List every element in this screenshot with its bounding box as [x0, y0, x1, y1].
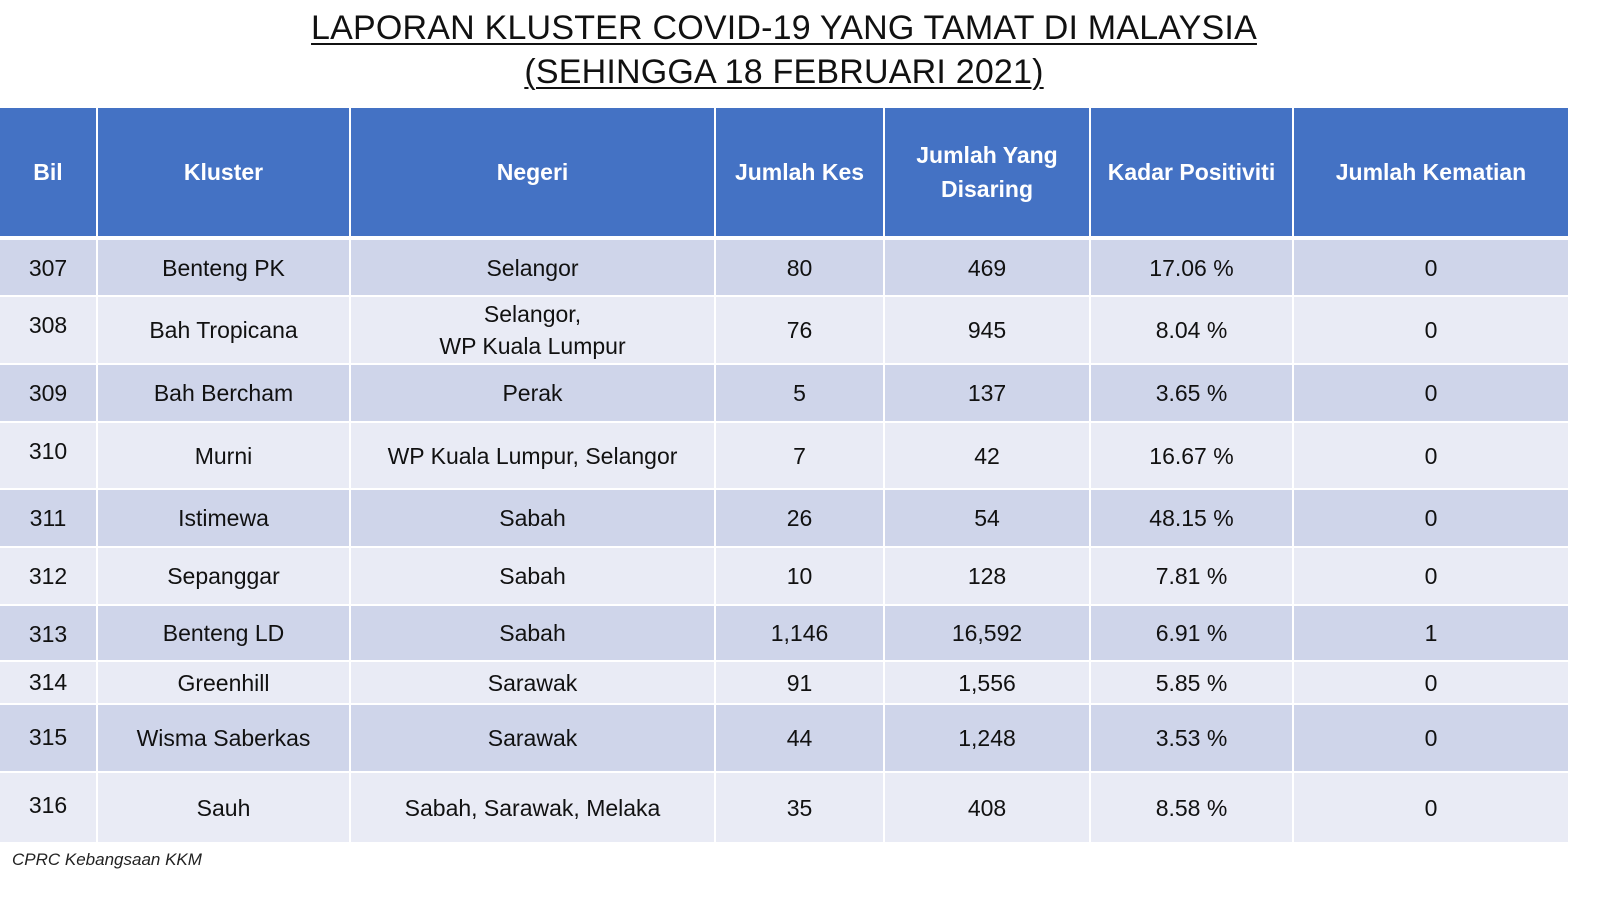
title-line-2: (SEHINGGA 18 FEBRUARI 2021): [524, 53, 1044, 91]
cell-bil: 307: [0, 237, 97, 296]
cell-kadar-positiviti: 48.15 %: [1089, 488, 1293, 547]
cell-jumlah-disaring: 1,556: [883, 660, 1090, 704]
cell-negeri: Sarawak: [349, 660, 715, 704]
cell-jumlah-disaring: 469: [883, 237, 1090, 296]
cell-kadar-positiviti: 8.04 %: [1089, 295, 1293, 364]
table-row: 312 Sepanggar Sabah 10 128 7.81 % 0: [0, 546, 1568, 605]
cell-kadar-positiviti: 3.65 %: [1089, 363, 1293, 422]
cell-jumlah-disaring: 1,248: [883, 703, 1090, 772]
cell-kluster: Wisma Saberkas: [96, 703, 350, 772]
cell-jumlah-kes: 26: [714, 488, 884, 547]
cell-negeri: Sabah, Sarawak, Melaka: [349, 771, 715, 842]
report-title: LAPORAN KLUSTER COVID-19 YANG TAMAT DI M…: [0, 6, 1568, 94]
cell-kadar-positiviti: 6.91 %: [1089, 604, 1293, 661]
header-jumlah-disaring: Jumlah Yang Disaring: [883, 108, 1090, 240]
table-row: 308 Bah Tropicana Selangor, WP Kuala Lum…: [0, 295, 1568, 364]
cell-kluster: Bah Bercham: [96, 363, 350, 422]
cell-bil: 316: [0, 771, 97, 842]
cell-kluster: Istimewa: [96, 488, 350, 547]
cell-jumlah-disaring: 137: [883, 363, 1090, 422]
cell-kluster: Benteng PK: [96, 237, 350, 296]
cell-bil: 310: [0, 421, 97, 489]
cell-bil: 314: [0, 660, 97, 704]
cell-jumlah-kematian: 1: [1292, 604, 1568, 661]
cell-jumlah-kematian: 0: [1292, 660, 1568, 704]
title-line-1: LAPORAN KLUSTER COVID-19 YANG TAMAT DI M…: [311, 9, 1257, 47]
cell-bil: 313: [0, 604, 97, 661]
cell-jumlah-kematian: 0: [1292, 703, 1568, 772]
cell-negeri: Selangor: [349, 237, 715, 296]
cell-jumlah-disaring: 42: [883, 421, 1090, 489]
cell-jumlah-disaring: 16,592: [883, 604, 1090, 661]
cell-jumlah-kes: 10: [714, 546, 884, 605]
cell-jumlah-kes: 5: [714, 363, 884, 422]
cell-jumlah-kes: 1,146: [714, 604, 884, 661]
cell-bil: 309: [0, 363, 97, 422]
cell-kadar-positiviti: 5.85 %: [1089, 660, 1293, 704]
header-jumlah-kematian: Jumlah Kematian: [1292, 108, 1568, 240]
cell-bil: 311: [0, 488, 97, 547]
source-footnote: CPRC Kebangsaan KKM: [12, 850, 202, 869]
table-row: 311 Istimewa Sabah 26 54 48.15 % 0: [0, 488, 1568, 547]
table-row: 309 Bah Bercham Perak 5 137 3.65 % 0: [0, 363, 1568, 422]
header-bil: Bil: [0, 108, 97, 240]
cell-jumlah-kes: 80: [714, 237, 884, 296]
cell-kluster: Benteng LD: [96, 604, 350, 661]
cell-bil: 308: [0, 295, 97, 364]
cell-jumlah-disaring: 945: [883, 295, 1090, 364]
cell-kluster: Murni: [96, 421, 350, 489]
cell-kadar-positiviti: 17.06 %: [1089, 237, 1293, 296]
cell-negeri: Sabah: [349, 488, 715, 547]
cell-negeri: Sabah: [349, 604, 715, 661]
table-header-row: Bil Kluster Negeri Jumlah Kes Jumlah Yan…: [0, 108, 1568, 240]
cell-kluster: Sepanggar: [96, 546, 350, 605]
cell-kadar-positiviti: 7.81 %: [1089, 546, 1293, 605]
cluster-table: Bil Kluster Negeri Jumlah Kes Jumlah Yan…: [0, 108, 1568, 842]
table-row: 315 Wisma Saberkas Sarawak 44 1,248 3.53…: [0, 703, 1568, 772]
header-negeri: Negeri: [349, 108, 715, 240]
header-jumlah-kes: Jumlah Kes: [714, 108, 884, 240]
cell-jumlah-kematian: 0: [1292, 421, 1568, 489]
cell-bil: 315: [0, 703, 97, 772]
cell-jumlah-kematian: 0: [1292, 295, 1568, 364]
table-row: 314 Greenhill Sarawak 91 1,556 5.85 % 0: [0, 660, 1568, 704]
cell-jumlah-kes: 7: [714, 421, 884, 489]
cell-kluster: Greenhill: [96, 660, 350, 704]
cell-negeri: Perak: [349, 363, 715, 422]
header-kadar-positiviti: Kadar Positiviti: [1089, 108, 1293, 240]
cell-jumlah-kes: 76: [714, 295, 884, 364]
cell-bil: 312: [0, 546, 97, 605]
cell-negeri: WP Kuala Lumpur, Selangor: [349, 421, 715, 489]
cell-jumlah-kematian: 0: [1292, 546, 1568, 605]
header-kluster: Kluster: [96, 108, 350, 240]
cell-jumlah-kes: 44: [714, 703, 884, 772]
cell-negeri: Sarawak: [349, 703, 715, 772]
cell-kadar-positiviti: 8.58 %: [1089, 771, 1293, 842]
table-row: 310 Murni WP Kuala Lumpur, Selangor 7 42…: [0, 421, 1568, 489]
cell-jumlah-kes: 91: [714, 660, 884, 704]
cell-jumlah-disaring: 54: [883, 488, 1090, 547]
cell-jumlah-kematian: 0: [1292, 488, 1568, 547]
cell-negeri: Selangor, WP Kuala Lumpur: [349, 295, 715, 364]
cell-negeri: Sabah: [349, 546, 715, 605]
table-row: 307 Benteng PK Selangor 80 469 17.06 % 0: [0, 237, 1568, 296]
cell-kadar-positiviti: 16.67 %: [1089, 421, 1293, 489]
cell-kadar-positiviti: 3.53 %: [1089, 703, 1293, 772]
cell-jumlah-kematian: 0: [1292, 363, 1568, 422]
table-row: 313 Benteng LD Sabah 1,146 16,592 6.91 %…: [0, 604, 1568, 661]
cell-jumlah-disaring: 128: [883, 546, 1090, 605]
cell-jumlah-kematian: 0: [1292, 771, 1568, 842]
cell-kluster: Bah Tropicana: [96, 295, 350, 364]
cell-kluster: Sauh: [96, 771, 350, 842]
cell-jumlah-disaring: 408: [883, 771, 1090, 842]
table-row: 316 Sauh Sabah, Sarawak, Melaka 35 408 8…: [0, 771, 1568, 842]
cell-jumlah-kematian: 0: [1292, 237, 1568, 296]
cell-jumlah-kes: 35: [714, 771, 884, 842]
